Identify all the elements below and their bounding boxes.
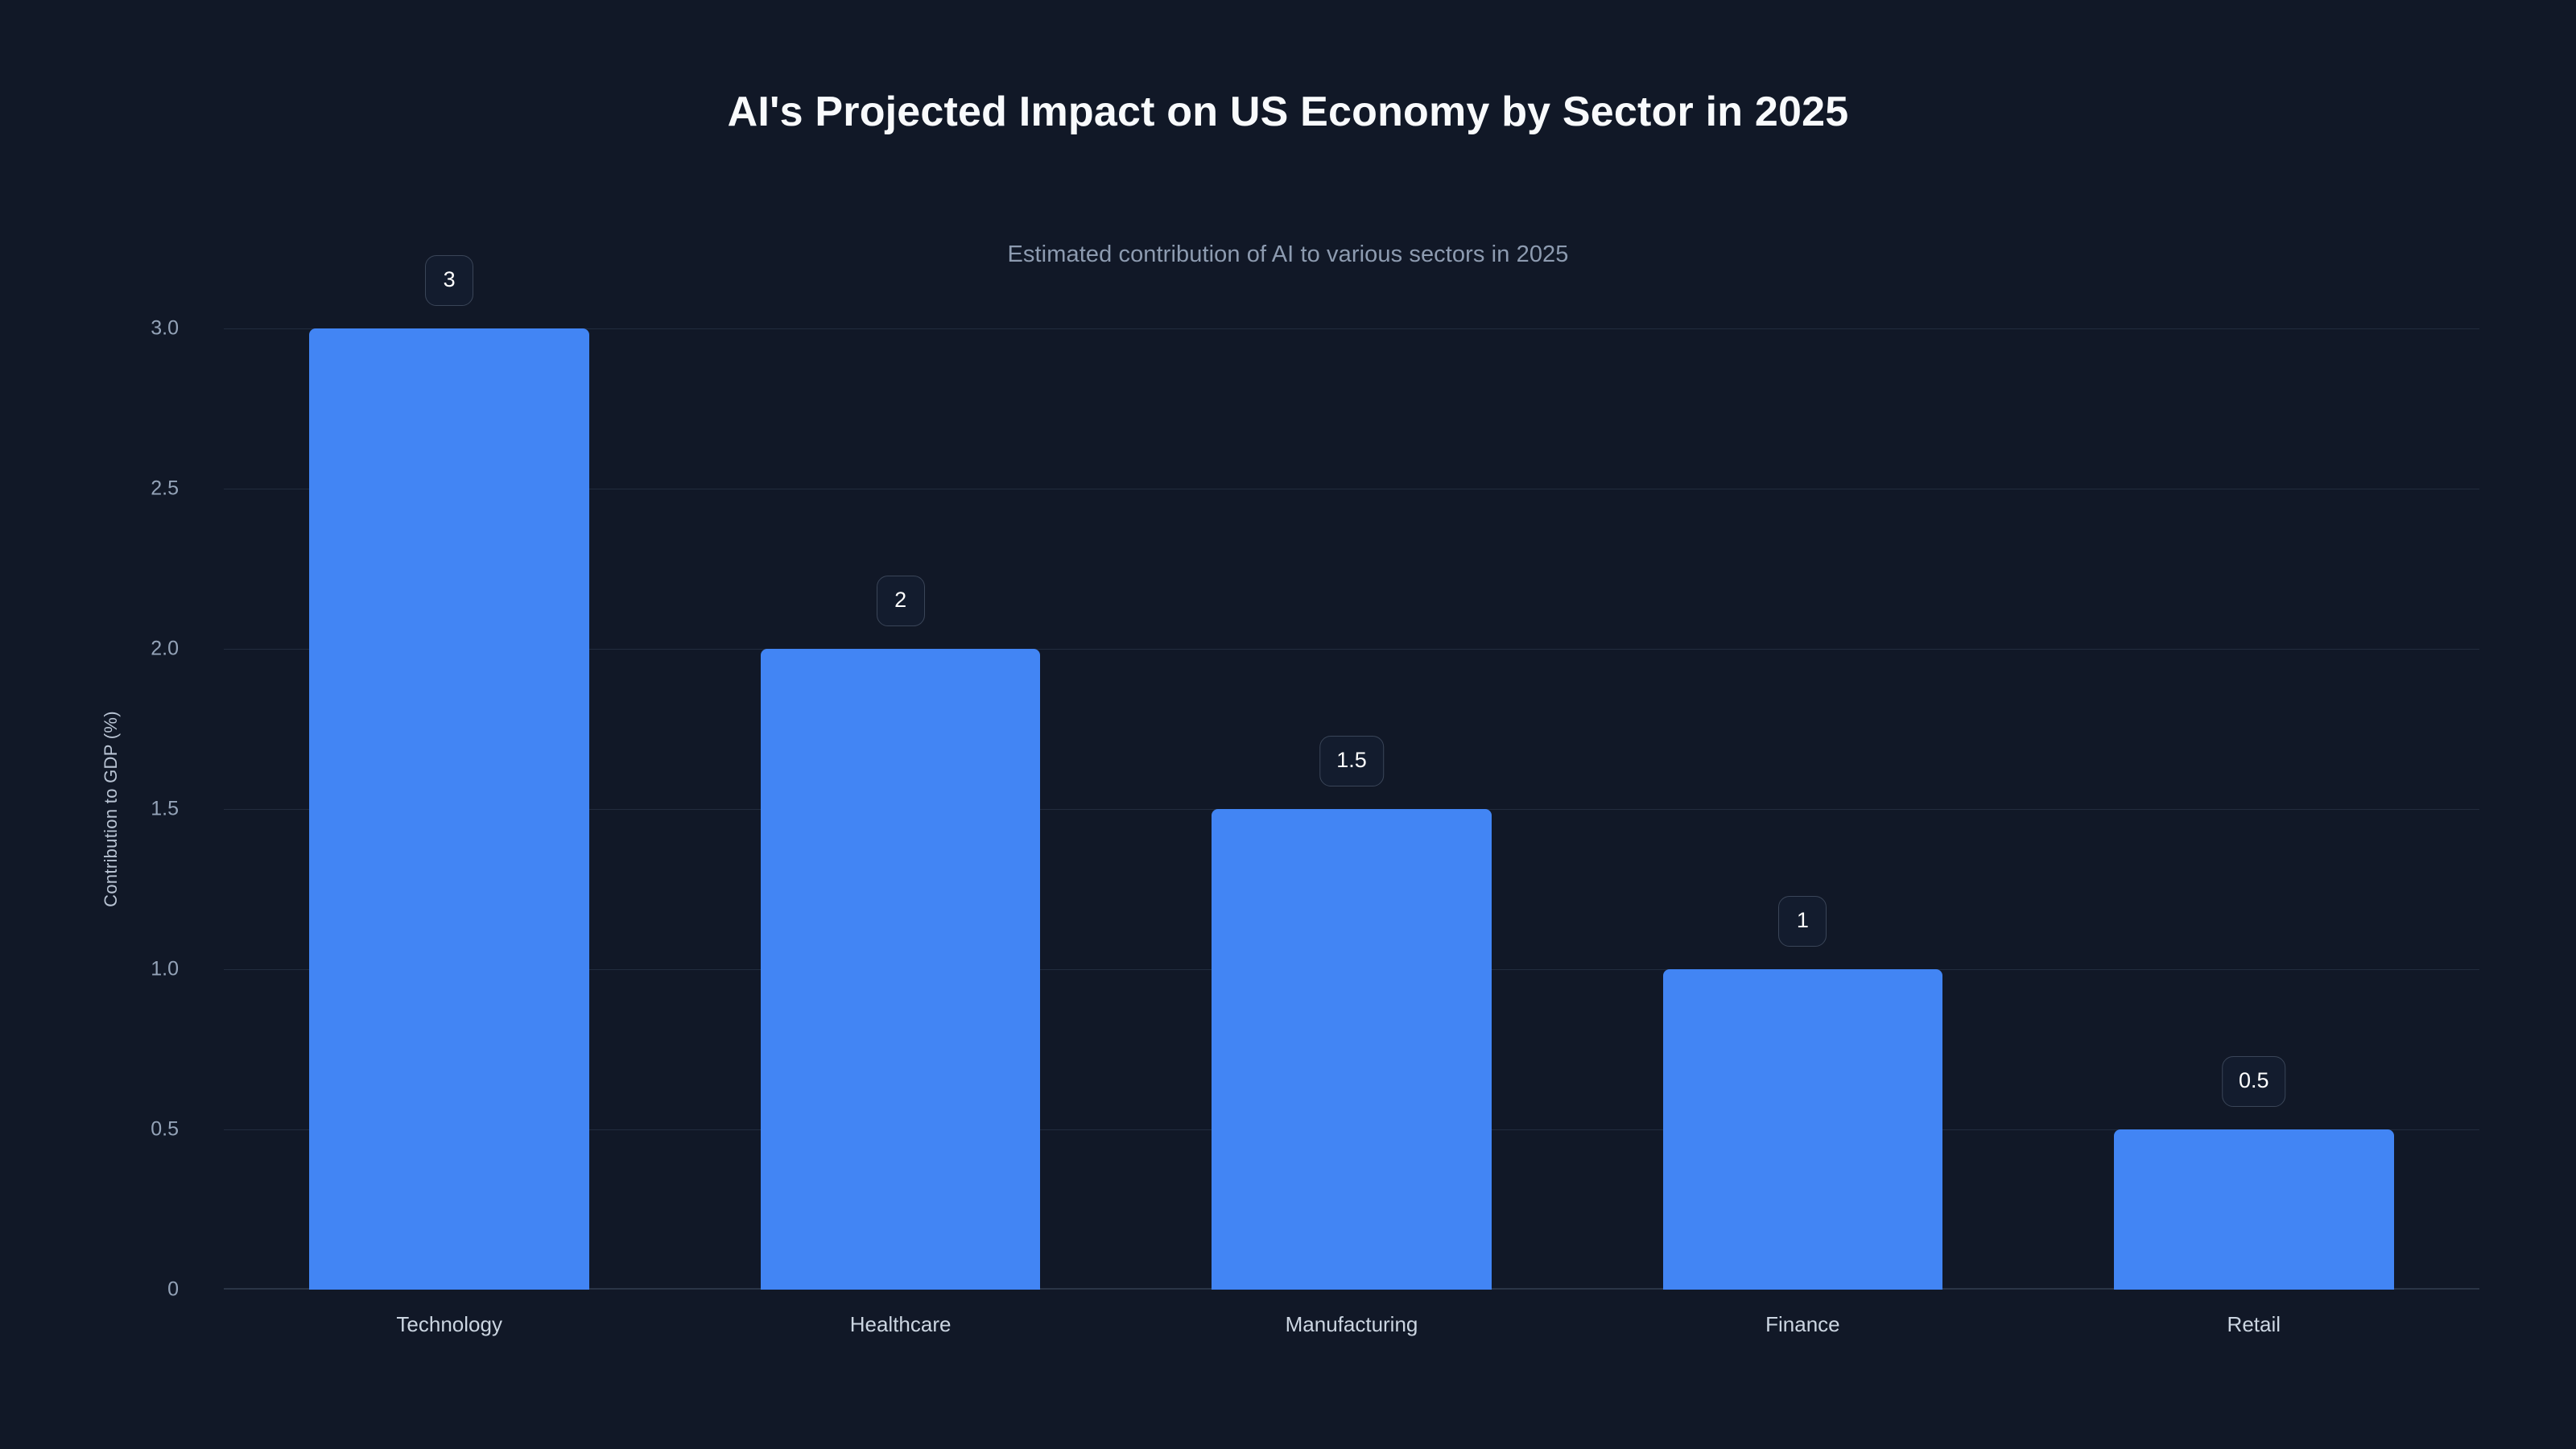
bar-value-badge: 0.5 — [2222, 1056, 2286, 1107]
bar-value-badge: 1.5 — [1319, 736, 1384, 786]
bar-group[interactable] — [1212, 328, 1492, 1290]
x-axis-tick-labels: Technology Healthcare Manufacturing Finance… — [224, 1312, 2479, 1352]
bar-group[interactable] — [1662, 328, 1943, 1290]
y-axis-tick-label: 1.5 — [151, 797, 179, 820]
chart-title: AI's Projected Impact on US Economy by S… — [727, 89, 1849, 135]
bar[interactable] — [1212, 809, 1492, 1290]
bar-series: 3 2 1.5 1 0.5 — [224, 255, 2479, 1290]
bar[interactable] — [760, 649, 1041, 1290]
y-axis-tick-label: 3.0 — [151, 316, 179, 340]
y-axis-tick-label: 2.5 — [151, 477, 179, 500]
y-axis-tick-label: 0 — [167, 1278, 179, 1301]
x-axis-tick-label: Healthcare — [849, 1312, 952, 1336]
bar[interactable] — [309, 328, 589, 1290]
x-axis-tick-label: Retail — [2227, 1312, 2281, 1336]
bar[interactable] — [2114, 1129, 2394, 1290]
bar-group[interactable] — [2114, 328, 2394, 1290]
bar[interactable] — [1662, 969, 1943, 1290]
bar-value-badge: 1 — [1778, 896, 1827, 947]
chart-subtitle: Estimated contribution of AI to various … — [1007, 242, 1569, 267]
y-axis-tick-label: 1.0 — [151, 957, 179, 980]
bar-group[interactable] — [760, 328, 1041, 1290]
bar-value-badge: 3 — [425, 255, 474, 306]
y-axis-tick-labels: 3.0 2.5 2.0 1.5 1.0 0.5 0 — [0, 317, 200, 1301]
x-axis-tick-label: Finance — [1765, 1312, 1840, 1336]
x-axis-tick-label: Technology — [396, 1312, 502, 1336]
plot-area: 3 2 1.5 1 0.5 — [224, 255, 2479, 1290]
y-axis-tick-label: 0.5 — [151, 1117, 179, 1141]
bar-group[interactable] — [309, 328, 589, 1290]
bar-value-badge: 2 — [876, 576, 925, 626]
x-axis-tick-label: Manufacturing — [1285, 1312, 1418, 1336]
y-axis-tick-label: 2.0 — [151, 637, 179, 660]
